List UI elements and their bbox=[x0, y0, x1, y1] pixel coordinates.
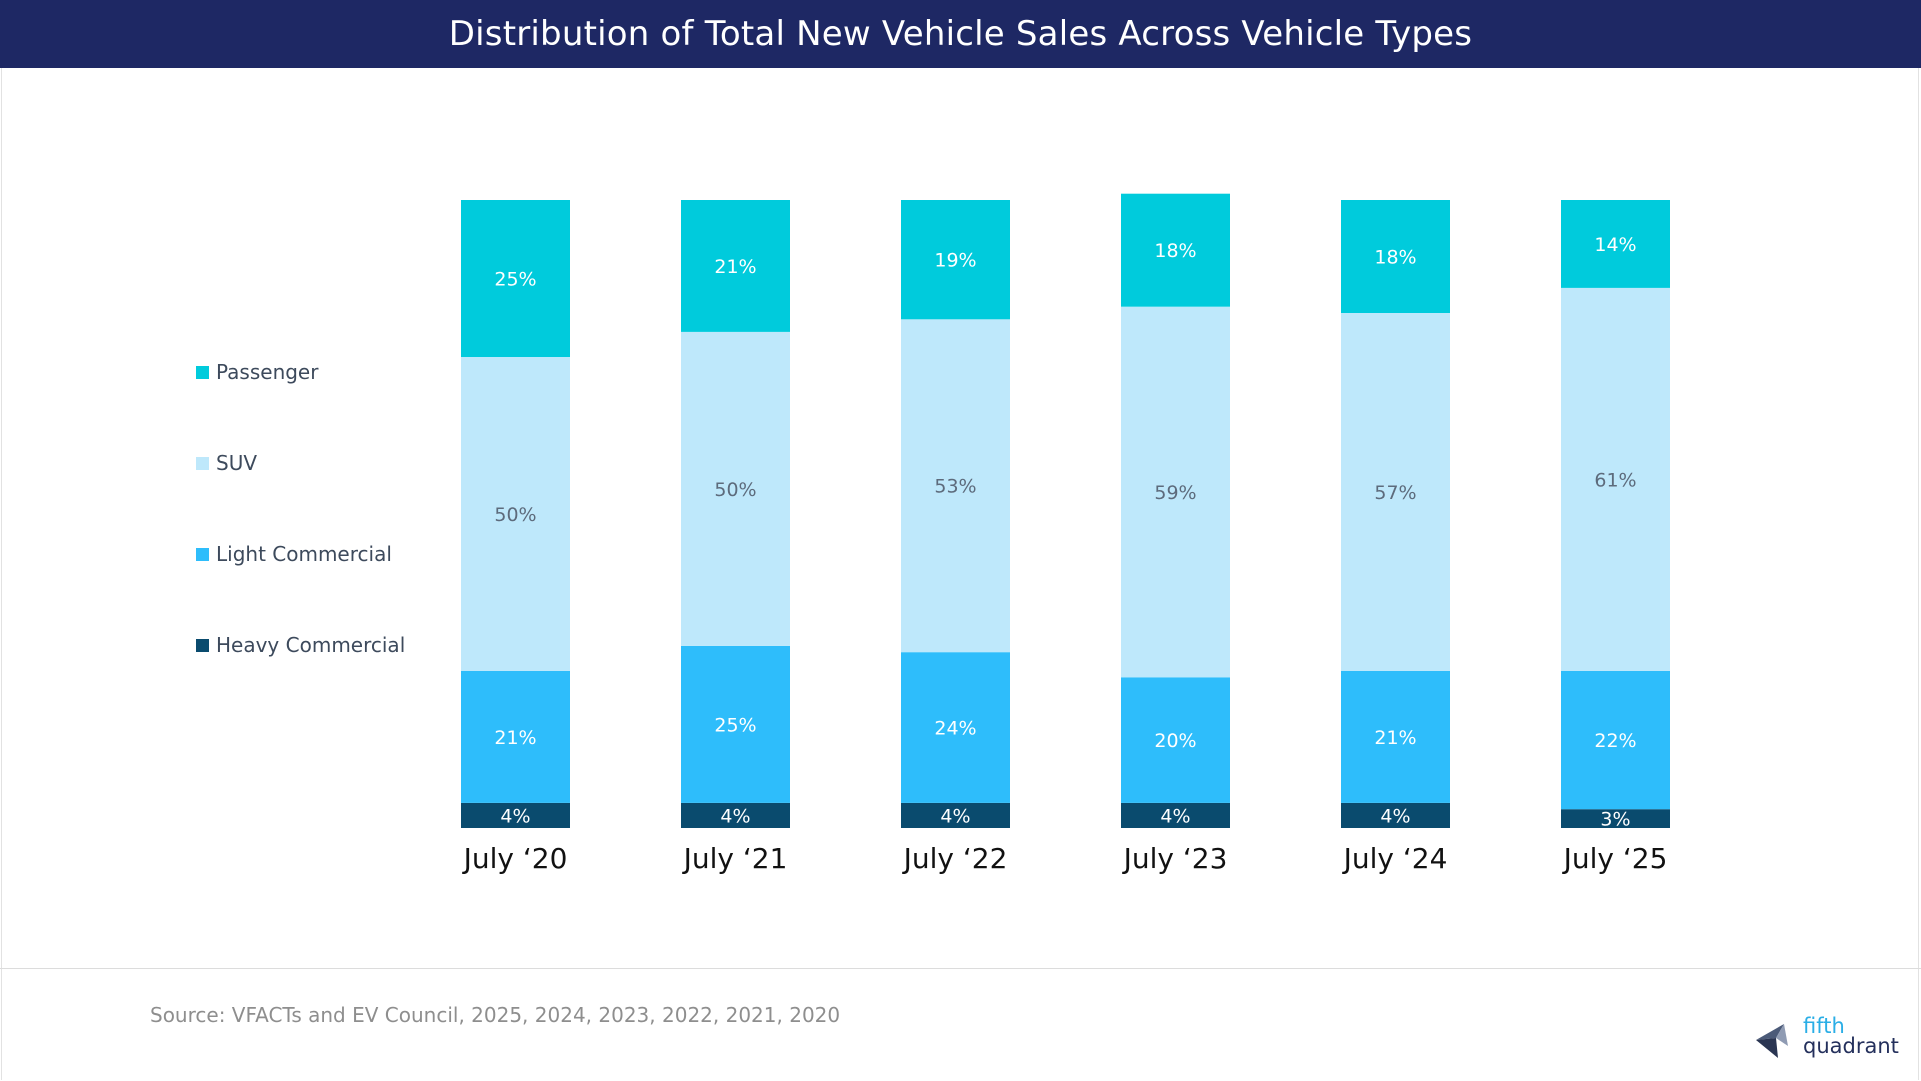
bar-light-commercial-4 bbox=[1121, 677, 1230, 803]
logo-line-2: quadrant bbox=[1803, 1034, 1899, 1058]
data-label-heavy-commercial-3: 4% bbox=[940, 805, 970, 827]
data-label-passenger-2: 21% bbox=[714, 256, 756, 278]
x-tick-label-3: July ‘22 bbox=[902, 842, 1008, 875]
bar-heavy-commercial-3 bbox=[901, 802, 1010, 828]
chart-title: Distribution of Total New Vehicle Sales … bbox=[448, 14, 1473, 54]
legend-swatch-passenger bbox=[196, 365, 209, 379]
legend-item-heavy-commercial: Heavy Commercial bbox=[196, 633, 405, 657]
bar-heavy-commercial-1 bbox=[461, 802, 570, 828]
fifth-quadrant-logo-icon bbox=[1756, 1024, 1788, 1058]
legend-label-light-commercial: Light Commercial bbox=[216, 542, 392, 566]
data-label-heavy-commercial-6: 3% bbox=[1600, 809, 1630, 831]
bar-passenger-5 bbox=[1341, 200, 1450, 313]
bar-suv-5 bbox=[1341, 313, 1450, 671]
data-label-passenger-5: 18% bbox=[1374, 247, 1416, 269]
source-note: Source: VFACTs and EV Council, 2025, 202… bbox=[150, 1003, 841, 1027]
title-bar: Distribution of Total New Vehicle Sales … bbox=[0, 0, 1921, 68]
logo-wordmark: fifth quadrant bbox=[1803, 1014, 1899, 1058]
slide-frame bbox=[1, 68, 1919, 1080]
bar-passenger-4 bbox=[1121, 193, 1230, 307]
legend-swatch-heavy-commercial bbox=[196, 638, 209, 652]
data-label-light-commercial-6: 22% bbox=[1594, 730, 1636, 752]
legend-label-suv: SUV bbox=[216, 451, 258, 475]
bar-light-commercial-6 bbox=[1561, 671, 1670, 810]
logo-line-1: fifth bbox=[1803, 1014, 1845, 1038]
data-label-light-commercial-5: 21% bbox=[1374, 727, 1416, 749]
data-label-suv-1: 50% bbox=[494, 504, 536, 526]
x-tick-label-1: July ‘20 bbox=[462, 842, 568, 875]
company-logo: fifth quadrant bbox=[1754, 1016, 1899, 1066]
data-label-suv-4: 59% bbox=[1154, 482, 1196, 504]
data-label-suv-3: 53% bbox=[934, 476, 976, 498]
bar-passenger-3 bbox=[901, 200, 1010, 320]
data-label-heavy-commercial-2: 4% bbox=[720, 805, 750, 827]
bar-passenger-1 bbox=[461, 200, 570, 357]
data-label-passenger-1: 25% bbox=[494, 269, 536, 291]
data-label-light-commercial-1: 21% bbox=[494, 727, 536, 749]
bar-heavy-commercial-4 bbox=[1121, 802, 1230, 828]
legend-label-passenger: Passenger bbox=[216, 360, 319, 384]
data-label-passenger-3: 19% bbox=[934, 250, 976, 272]
bar-light-commercial-1 bbox=[461, 671, 570, 803]
bar-light-commercial-3 bbox=[901, 652, 1010, 803]
bar-suv-2 bbox=[681, 331, 790, 646]
x-tick-label-4: July ‘23 bbox=[1122, 842, 1228, 875]
data-label-light-commercial-2: 25% bbox=[714, 714, 756, 736]
x-tick-label-5: July ‘24 bbox=[1342, 842, 1448, 875]
bar-passenger-2 bbox=[681, 200, 790, 332]
data-label-passenger-6: 14% bbox=[1594, 234, 1636, 256]
data-label-suv-5: 57% bbox=[1374, 482, 1416, 504]
data-label-light-commercial-3: 24% bbox=[934, 718, 976, 740]
legend-item-passenger: Passenger bbox=[196, 360, 318, 384]
bar-light-commercial-5 bbox=[1341, 671, 1450, 803]
footer-divider bbox=[0, 968, 1921, 969]
legend-label-heavy-commercial: Heavy Commercial bbox=[216, 633, 406, 657]
bar-suv-1 bbox=[461, 357, 570, 671]
legend-item-light-commercial: Light Commercial bbox=[196, 542, 392, 566]
bar-suv-4 bbox=[1121, 306, 1230, 678]
x-tick-label-6: July ‘25 bbox=[1562, 842, 1668, 875]
data-label-heavy-commercial-1: 4% bbox=[500, 805, 530, 827]
bar-passenger-6 bbox=[1561, 200, 1670, 288]
bar-heavy-commercial-5 bbox=[1341, 802, 1450, 828]
bar-heavy-commercial-2 bbox=[681, 802, 790, 828]
legend-swatch-light-commercial bbox=[196, 547, 209, 561]
data-label-heavy-commercial-4: 4% bbox=[1160, 805, 1190, 827]
bar-light-commercial-2 bbox=[681, 645, 790, 803]
data-label-passenger-4: 18% bbox=[1154, 240, 1196, 262]
data-label-suv-6: 61% bbox=[1594, 470, 1636, 492]
legend-item-suv: SUV bbox=[196, 451, 257, 475]
data-label-light-commercial-4: 20% bbox=[1154, 730, 1196, 752]
bar-heavy-commercial-6 bbox=[1561, 809, 1670, 828]
legend-swatch-suv bbox=[196, 456, 209, 470]
x-tick-label-2: July ‘21 bbox=[682, 842, 788, 875]
bar-suv-6 bbox=[1561, 287, 1670, 671]
data-label-heavy-commercial-5: 4% bbox=[1380, 805, 1410, 827]
bar-suv-3 bbox=[901, 319, 1010, 653]
data-label-suv-2: 50% bbox=[714, 479, 756, 501]
